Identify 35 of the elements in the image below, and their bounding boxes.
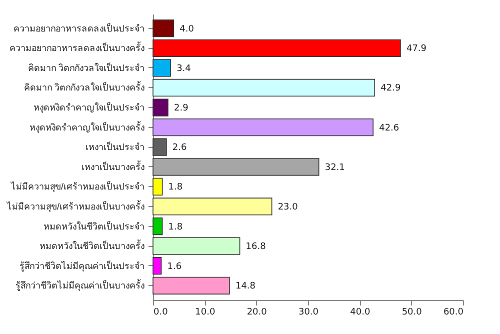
y-tick-label: ความอยากอาหารลดลงเป็นประจำ (14, 21, 144, 34)
y-tick-label: เหงาเป็นบางครั้ง (82, 160, 144, 172)
y-tick-label: หมดหวังในชีวิตเป็นบางครั้ง (40, 239, 144, 252)
y-tick-label: ความอยากอาหารลดลงเป็นบางครั้ง (10, 41, 144, 54)
y-tick-label: ไม่มีความสุข/เศร้าหมองเป็นบางครั้ง (6, 199, 144, 212)
y-tick-label: หงุดหงิดรำคาญใจเป็นประจำ (34, 100, 144, 114)
y-tick-label: หมดหวังในชีวิตเป็นประจำ (44, 219, 144, 232)
x-tick-label: 40.0 (350, 308, 370, 318)
data-label: 1.6 (167, 262, 182, 272)
data-label: 1.8 (168, 182, 183, 193)
y-tick-label: หงุดหงิดรำคาญใจเป็นบางครั้ง (30, 120, 144, 134)
y-tick-label: คิดมาก วิตกกังวลใจเป็นบางครั้ง (24, 80, 144, 93)
y-tick-label: รู้สึกว่าชีวิตไม่มีคุณค่าเป็นประจำ (20, 258, 144, 272)
x-tick-label: 60.0 (443, 308, 464, 318)
data-label: 3.4 (176, 64, 192, 74)
data-label: 32.1 (324, 162, 345, 173)
x-tick-label: 10.0 (195, 308, 216, 318)
data-label: 16.8 (246, 242, 266, 252)
y-tick-label: เหงาเป็นประจำ (86, 140, 144, 152)
data-label: 2.6 (172, 143, 188, 154)
data-label: 42.6 (379, 123, 400, 134)
x-tick-label: 0.0 (154, 308, 168, 318)
y-tick-label: รู้สึกว่าชีวิตไม่มีคุณค่าเป็นบางครั้ง (16, 278, 144, 292)
data-label: 4.0 (180, 24, 194, 34)
x-tick-label: 20.0 (246, 308, 268, 318)
data-label: 2.9 (174, 104, 189, 114)
y-tick-label: ไม่มีความสุข/เศร้าหมองเป็นประจำ (10, 180, 144, 193)
data-label: 23.0 (278, 202, 298, 212)
data-label: 42.9 (380, 84, 401, 94)
x-tick-label: 50.0 (402, 308, 422, 318)
data-label: 47.9 (406, 44, 427, 54)
y-tick-label: คิดมาก วิตกกังวลใจเป็นประจำ (28, 60, 144, 73)
data-label: 1.8 (168, 222, 183, 232)
x-tick-label: 30.0 (298, 308, 319, 318)
data-label: 14.8 (235, 282, 256, 292)
